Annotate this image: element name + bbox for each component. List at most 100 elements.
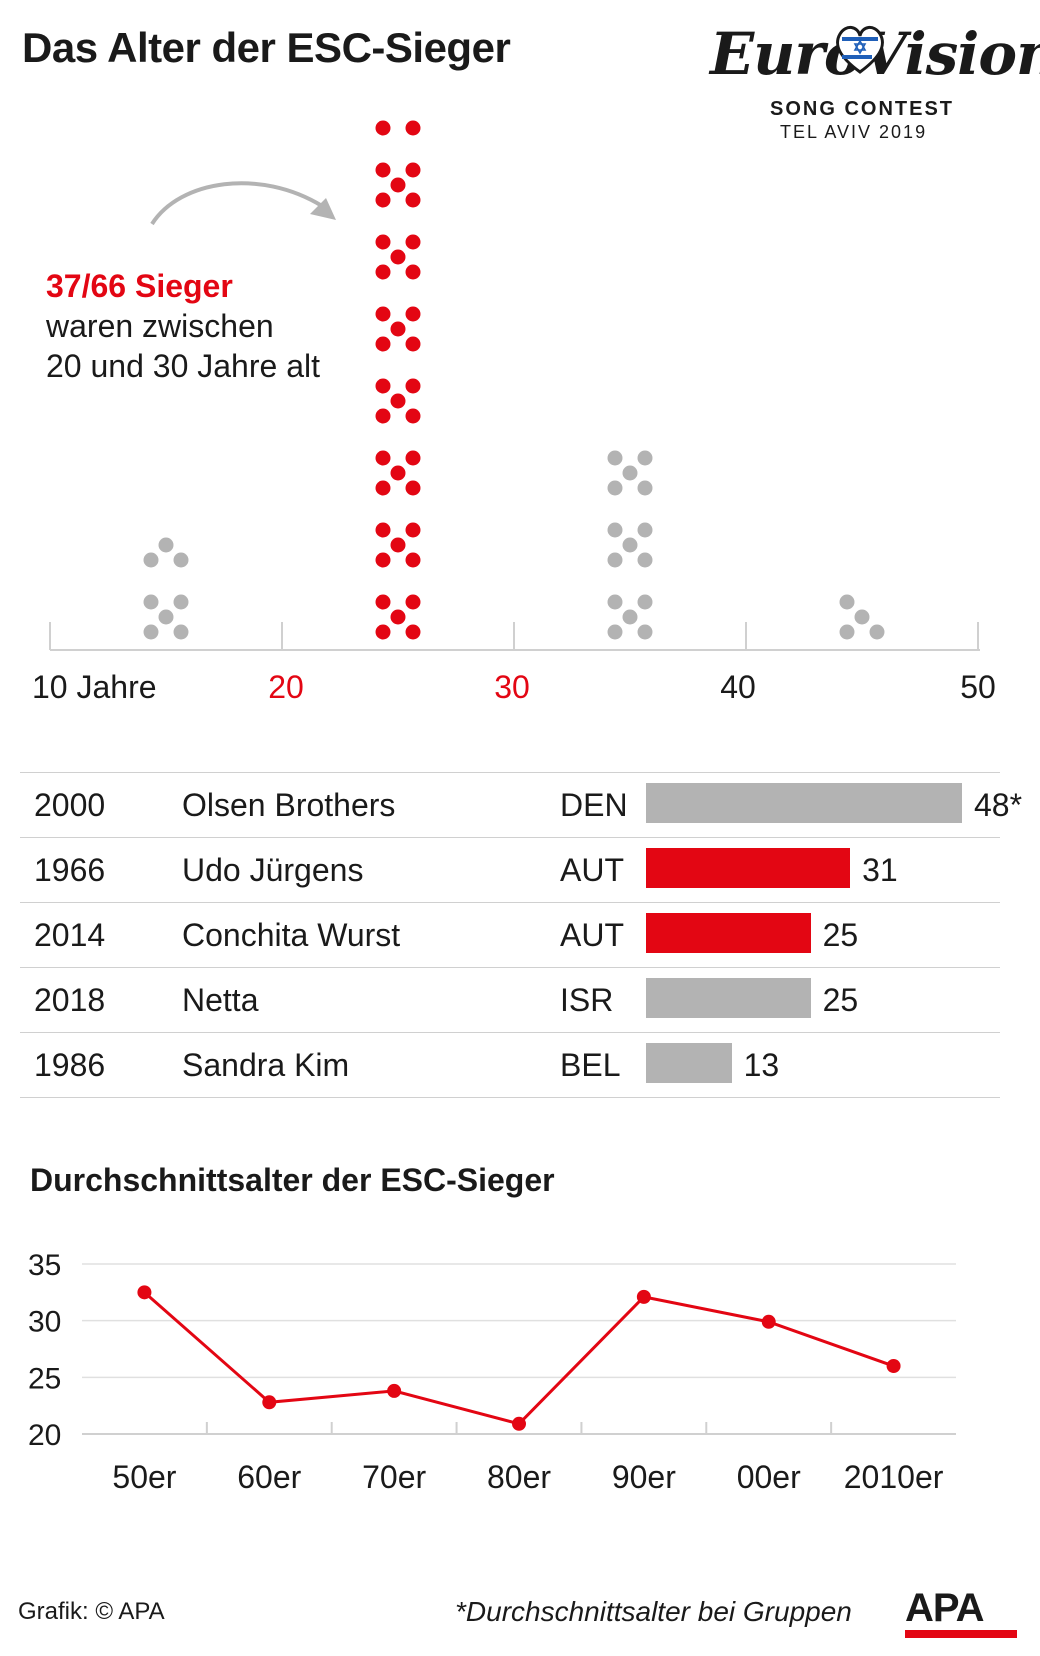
age-label: 25	[822, 982, 859, 1018]
winner-dot	[622, 465, 638, 481]
winner-dot	[607, 594, 623, 610]
x-tick-label: 10 Jahre	[32, 669, 157, 700]
y-tick-label: 20	[28, 1419, 61, 1452]
table-row: 1966 Udo Jürgens AUT 31	[20, 837, 1000, 902]
winner-dot	[390, 249, 406, 265]
table-row: 2018 Netta ISR 25	[20, 967, 1000, 1032]
callout-line-1: waren zwischen	[46, 308, 274, 344]
winner-dot	[405, 624, 421, 640]
winner-dot	[375, 450, 391, 466]
winners-table: 2000 Olsen Brothers DEN 48* 1966 Udo Jür…	[20, 772, 1022, 1098]
winner-dot	[405, 336, 421, 352]
winner-dot	[375, 594, 391, 610]
winner-dot	[607, 552, 623, 568]
winner-dot	[390, 537, 406, 553]
table-row: 2014 Conchita Wurst AUT 25	[20, 902, 1000, 967]
data-point	[761, 1314, 776, 1329]
winner-dot	[405, 522, 421, 538]
winner-dot	[143, 594, 159, 610]
age-bar	[646, 978, 811, 1018]
x-tick-label: 80er	[487, 1459, 551, 1495]
winner-dot	[405, 120, 421, 136]
winner-dot	[405, 408, 421, 424]
winner-dot	[390, 465, 406, 481]
callout-line-2: 20 und 30 Jahre alt	[46, 348, 320, 384]
winner-dot	[405, 594, 421, 610]
winner-dot	[143, 552, 159, 568]
age-bar	[646, 1043, 732, 1083]
winner-dot	[375, 162, 391, 178]
winner-dot	[637, 480, 653, 496]
data-point	[636, 1289, 651, 1304]
winner-dot	[839, 594, 855, 610]
winner-dot	[405, 234, 421, 250]
winner-dot	[405, 264, 421, 280]
winner-dot	[375, 378, 391, 394]
x-tick-label: 40	[720, 669, 756, 700]
apa-logo-bar	[905, 1630, 1017, 1638]
age-bar	[646, 848, 851, 888]
x-tick-label: 30	[494, 669, 530, 700]
winner-dot	[607, 450, 623, 466]
winner-dot	[405, 480, 421, 496]
country-cell: DEN	[560, 787, 628, 823]
winner-dot	[390, 393, 406, 409]
x-tick-label: 70er	[362, 1459, 426, 1495]
winner-dot	[158, 537, 174, 553]
winner-dot	[375, 264, 391, 280]
apa-logo-text: APA	[905, 1586, 984, 1630]
logo-city: TEL AVIV 2019	[780, 122, 928, 142]
country-cell: ISR	[560, 982, 614, 1018]
heart-flag-icon	[836, 26, 884, 74]
eurovision-logo: EuroVision SONG CONTEST TEL AVIV 2019	[700, 20, 1040, 150]
x-tick-label: 50	[960, 669, 996, 700]
age-bar	[646, 913, 811, 953]
winner-dot	[637, 624, 653, 640]
winner-dot	[637, 594, 653, 610]
age-label: 31	[862, 852, 898, 888]
x-tick-label: 60er	[237, 1459, 301, 1495]
winner-dot	[375, 192, 391, 208]
year-cell: 1986	[34, 1047, 106, 1083]
name-cell: Udo Jürgens	[182, 852, 364, 888]
y-tick-label: 30	[28, 1306, 61, 1339]
x-tick-label: 50er	[112, 1459, 176, 1495]
y-tick-label: 25	[28, 1362, 61, 1395]
arrow-icon	[150, 181, 336, 226]
age-label: 25	[822, 917, 859, 953]
name-cell: Sandra Kim	[182, 1047, 350, 1083]
winner-dot	[637, 450, 653, 466]
year-cell: 2018	[34, 982, 106, 1018]
winner-dot	[854, 609, 870, 625]
table-row: 1986 Sandra Kim BEL 13	[20, 1032, 1000, 1098]
winner-dot	[405, 162, 421, 178]
year-cell: 2014	[34, 917, 106, 953]
x-tick-label: 90er	[612, 1459, 676, 1495]
age-label: 48*	[974, 787, 1023, 823]
winner-dot	[375, 522, 391, 538]
age-label: 13	[743, 1047, 780, 1083]
logo-subtitle: SONG CONTEST	[770, 98, 955, 120]
winner-dot	[375, 120, 391, 136]
winner-dot	[607, 480, 623, 496]
data-point	[512, 1416, 526, 1431]
y-tick-label: 35	[28, 1249, 61, 1282]
winner-dot	[173, 552, 189, 568]
winner-dot	[375, 306, 391, 322]
x-tick-label: 20	[268, 669, 304, 700]
winner-dot	[375, 408, 391, 424]
line-chart-title: Durchschnittsalter der ESC-Sieger	[30, 1162, 555, 1198]
year-cell: 1966	[34, 852, 106, 888]
name-cell: Conchita Wurst	[182, 917, 401, 953]
winner-dot	[375, 552, 391, 568]
name-cell: Olsen Brothers	[182, 787, 396, 823]
winner-dot	[839, 624, 855, 640]
winner-dot	[622, 609, 638, 625]
winner-dot	[622, 537, 638, 553]
x-tick-label: 2010er	[844, 1459, 944, 1495]
winner-dot	[390, 609, 406, 625]
winner-dot	[375, 336, 391, 352]
winner-dot	[173, 594, 189, 610]
winner-dot	[390, 177, 406, 193]
winner-dot	[375, 480, 391, 496]
